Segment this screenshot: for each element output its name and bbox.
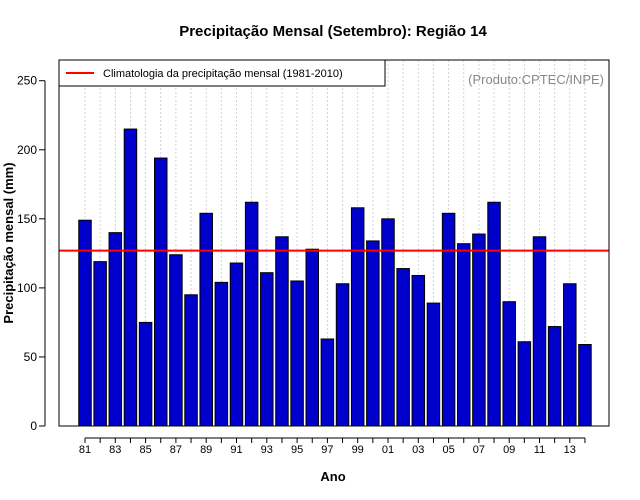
x-tick-label-03: 03 [412,444,424,456]
bar-06 [457,243,471,427]
bar-00 [366,240,380,427]
x-tick-label-87: 87 [170,444,182,456]
bar-03 [411,274,426,427]
x-tick-label-97: 97 [321,444,333,456]
y-tick-label-150: 150 [17,212,37,226]
bar-93 [260,272,274,427]
x-axis: 81 83 85 87 89 91 93 95 97 99 01 03 05 07 09 11 13 [79,437,586,456]
x-tick-label-99: 99 [352,444,364,456]
x-tick-label-93: 93 [261,444,273,456]
y-tick-label-50: 50 [24,350,38,364]
legend-box [58,59,386,87]
bar-90 [214,281,229,427]
bar-96 [305,248,319,427]
bar-13 [563,283,577,427]
bars [78,128,592,427]
bar-99 [350,207,365,427]
y-tick-label-200: 200 [17,143,37,157]
bar-11 [532,236,547,427]
y-tick-label-100: 100 [17,281,37,295]
bar-87 [169,254,183,427]
bar-94 [275,236,289,427]
x-tick-label-09: 09 [503,444,515,456]
bar-84 [123,128,138,427]
x-tick-label-83: 83 [109,444,121,456]
x-tick-label-81: 81 [79,444,91,456]
bar-95 [290,280,304,427]
credit-label: (Produto:CPTEC/INPE) [468,72,604,87]
bar-82 [93,261,107,427]
bar-92 [244,201,259,427]
x-tick-label-91: 91 [230,444,242,456]
bar-97 [320,338,335,427]
y-tick-label-250: 250 [17,74,37,88]
y-axis-title: Precipitação mensal (mm) [1,162,16,323]
bar-85 [138,321,153,427]
x-tick-label-05: 05 [442,444,454,456]
x-tick-label-11: 11 [534,444,545,456]
bar-08 [487,201,501,427]
legend-label: Climatologia da precipitação mensal (198… [103,68,343,80]
bar-04 [426,302,441,427]
y-tick-label-0: 0 [30,419,37,433]
x-tick-label-07: 07 [473,444,485,456]
x-axis-title: Ano [320,469,345,484]
bar-86 [154,157,168,427]
bar-12 [547,326,562,427]
bar-98 [335,283,350,427]
chart-title: Precipitação Mensal (Setembro): Região 1… [179,23,487,40]
bar-88 [184,294,198,427]
bar-14 [578,344,592,427]
x-tick-label-01: 01 [382,444,394,456]
y-axis: 0 50 100 150 200 250 [17,74,46,433]
bar-89 [199,212,213,427]
legend: Climatologia da precipitação mensal (198… [58,59,386,87]
x-tick-label-13: 13 [564,444,576,456]
x-tick-label-95: 95 [291,444,303,456]
bar-05 [441,212,456,427]
x-tick-label-89: 89 [200,444,212,456]
bar-07 [472,233,486,427]
bar-02 [396,268,410,427]
bar-83 [108,232,123,427]
bar-09 [502,301,516,427]
bar-91 [229,262,244,427]
bar-10 [517,341,532,427]
x-tick-label-85: 85 [139,444,151,456]
